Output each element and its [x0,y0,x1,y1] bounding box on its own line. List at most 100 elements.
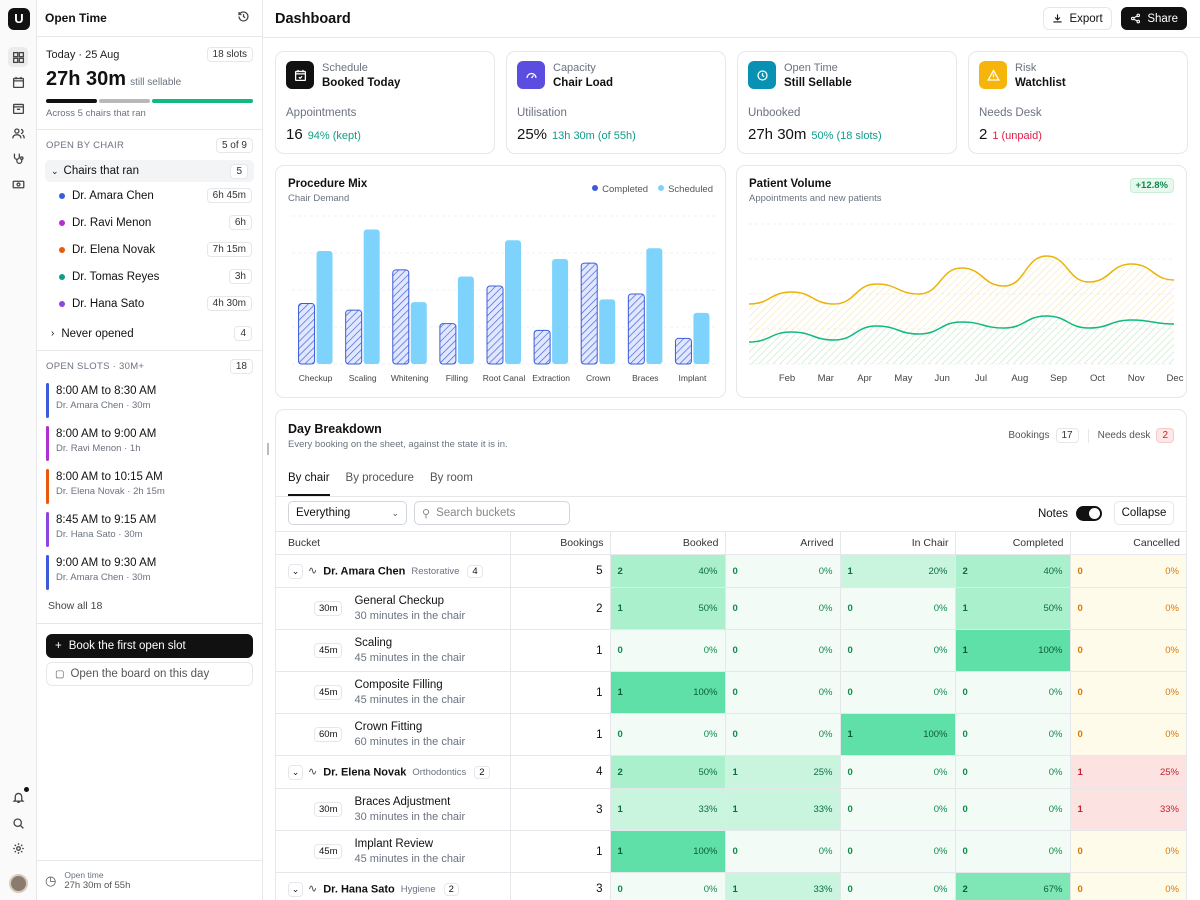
table-row[interactable]: 45m Composite Filling 45 minutes in the ch… [276,671,1186,714]
cell-count: 0 [962,687,968,698]
bar-completed-filling[interactable] [439,323,457,365]
bar-scheduled-filling[interactable] [457,276,474,364]
bar-completed-crown[interactable] [580,262,598,365]
show-all-link[interactable]: Show all 18 [48,600,103,612]
open-slot-item[interactable]: 8:45 AM to 9:15 AM Dr. Hana Sato · 30m [46,512,253,547]
today-date: Today · 25 Aug [46,48,120,61]
growth-badge: +12.8% [1129,178,1174,193]
kpi-card[interactable]: Open Time Still Sellable Unbooked 27h 30m 50… [737,51,957,154]
bar-completed-implant[interactable] [674,337,692,365]
status-cell: 1 33% [1069,788,1186,831]
chair-item[interactable]: Dr. Tomas Reyes 3h [37,263,262,290]
kpi-value: 16 94% (kept) [286,126,361,143]
duration-chip: 60m [314,727,343,742]
bar-scheduled-crown[interactable] [599,299,616,364]
tab-by-room[interactable]: By room [429,472,473,484]
table-row[interactable]: 30m General Checkup 30 minutes in the chai… [276,587,1186,630]
column-header[interactable]: Booked [609,531,725,555]
dashboard-icon[interactable] [8,47,28,67]
table-row[interactable]: 60m Crown Fitting 60 minutes in the chair 1… [276,713,1186,756]
line-1[interactable] [748,315,1175,343]
share-button[interactable]: Share [1121,7,1187,30]
table-row[interactable]: 30m Braces Adjustment 30 minutes in the ch… [276,788,1186,831]
x-tick-label: Scaling [349,373,377,383]
stethoscope-icon[interactable] [8,148,28,168]
open-slot-item[interactable]: 8:00 AM to 9:00 AM Dr. Ravi Menon · 1h [46,426,253,461]
table-group-row[interactable]: ⌄ ∿ Dr. Hana Sato Hygiene 2 3 0 0% 1 33% 0 0% 2 67% 0 0… [276,872,1186,900]
search-icon[interactable] [8,813,28,833]
bar-scheduled-implant[interactable] [693,312,710,364]
column-header[interactable]: Bookings [509,531,610,555]
avatar[interactable] [9,874,28,893]
history-icon[interactable] [237,10,250,26]
clock-icon [748,61,776,89]
table-row[interactable]: 45m Implant Review 45 minutes in the chair… [276,830,1186,873]
cell-percent: 33% [1159,804,1179,815]
chairs-that-ran-group[interactable]: ⌄ Chairs that ran 5 [45,160,254,182]
filter-select[interactable]: Everything ⌄ [288,501,407,525]
cell-percent: 0% [703,883,718,895]
column-header[interactable]: Bucket [276,531,510,555]
bar-scheduled-whitening[interactable] [410,302,427,364]
bar-completed-root-canal[interactable] [486,285,504,365]
column-header[interactable]: Cancelled [1069,531,1186,555]
column-header[interactable]: Arrived [724,531,840,555]
billing-icon[interactable] [8,174,28,194]
book-first-slot-button[interactable]: + Book the first open slot [46,634,253,658]
never-opened-group[interactable]: › Never opened 4 [37,317,262,351]
table-row[interactable]: 45m Scaling 45 minutes in the chair 1 0 0% 0 0%… [276,629,1186,672]
bar-completed-whitening[interactable] [392,269,410,365]
search-input[interactable]: ⚲ Search buckets [414,501,570,525]
bar-scheduled-extraction[interactable] [552,259,569,364]
status-cell: 0 0% [954,755,1070,789]
users-icon[interactable] [8,123,28,143]
notes-toggle[interactable] [1076,506,1102,521]
cell-count: 0 [732,603,738,614]
bar-completed-scaling[interactable] [345,309,363,365]
resize-handle[interactable] [267,443,269,455]
cell-percent: 0% [1048,846,1063,857]
tab-by-chair[interactable]: By chair [288,465,330,496]
chair-item[interactable]: Dr. Amara Chen 6h 45m [37,182,262,209]
cell-count: 1 [847,565,853,577]
status-cell: 0 0% [609,872,725,900]
kpi-card[interactable]: Capacity Chair Load Utilisation 25% 13h 30m … [506,51,726,154]
open-slot-item[interactable]: 8:00 AM to 10:15 AM Dr. Elena Novak · 2h … [46,469,253,504]
collapse-button[interactable]: Collapse [1114,501,1174,525]
bar-scheduled-scaling[interactable] [363,229,380,364]
table-group-row[interactable]: ⌄ ∿ Dr. Elena Novak Orthodontics 2 4 2 50% 1 25% 0… [276,755,1186,789]
kpi-card[interactable]: Risk Watchlist Needs Desk 2 1 (unpaid) [968,51,1188,154]
export-button[interactable]: Export [1043,7,1112,30]
slots-count: 18 [229,358,253,374]
open-board-button[interactable]: ▢ Open the board on this day [46,662,253,686]
open-slot-item[interactable]: 8:00 AM to 8:30 AM Dr. Amara Chen · 30m [46,383,253,418]
chevron-down-icon[interactable]: ⌄ [288,563,303,579]
chevron-down-icon[interactable]: ⌄ [288,764,303,780]
bar-completed-checkup[interactable] [298,302,316,365]
settings-icon[interactable] [8,838,28,858]
line-0[interactable] [748,255,1175,305]
column-header[interactable]: In Chair [839,531,955,555]
bar-scheduled-root-canal[interactable] [505,240,521,364]
schedule-icon[interactable] [8,98,28,118]
chair-item[interactable]: Dr. Ravi Menon 6h [37,209,262,236]
cell-percent: 50% [1043,603,1063,614]
table-group-row[interactable]: ⌄ ∿ Dr. Amara Chen Restorative 4 5 2 40% 0 0% 1 20%… [276,554,1186,588]
bar-completed-extraction[interactable] [533,329,551,365]
bar-scheduled-checkup[interactable] [316,250,333,364]
app-logo[interactable]: U [8,8,30,30]
tab-by-procedure[interactable]: By procedure [345,472,414,484]
cell-percent: 0% [933,804,948,815]
status-cell: 0 0% [1069,587,1186,630]
download-icon [1053,14,1063,23]
bell-icon[interactable] [8,787,28,807]
open-slot-item[interactable]: 9:00 AM to 9:30 AM Dr. Amara Chen · 30m [46,555,253,590]
bar-scheduled-braces[interactable] [646,248,663,364]
chair-item[interactable]: Dr. Hana Sato 4h 30m [37,290,262,317]
chair-item[interactable]: Dr. Elena Novak 7h 15m [37,236,262,263]
kpi-card[interactable]: Schedule Booked Today Appointments 16 94% (k… [275,51,495,154]
calendar-icon[interactable] [8,72,28,92]
column-header[interactable]: Completed [954,531,1070,555]
bar-completed-braces[interactable] [627,293,645,365]
chevron-down-icon[interactable]: ⌄ [288,881,303,897]
